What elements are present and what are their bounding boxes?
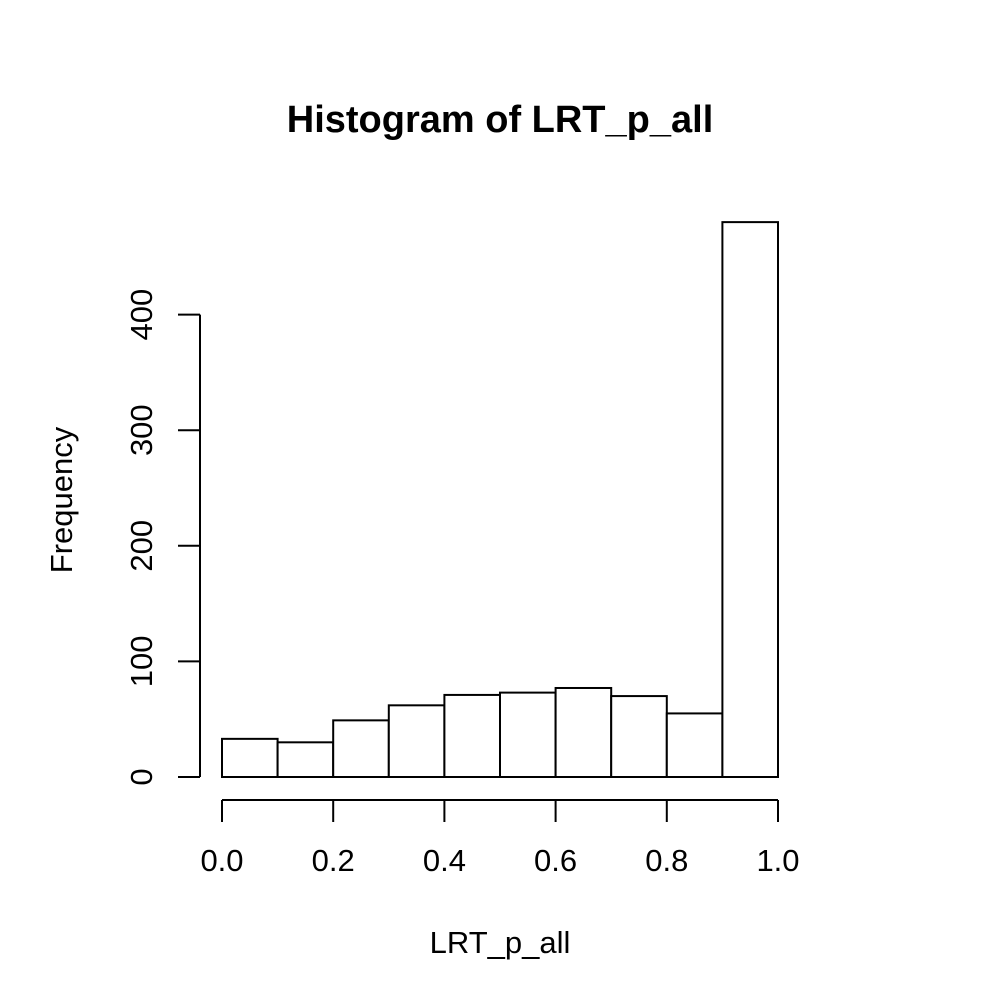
histogram-bar-5 [499, 691, 557, 778]
x-tick-label-3: 0.6 [534, 843, 577, 878]
histogram-bar-4 [443, 693, 501, 779]
y-tick-label-4: 400 [124, 289, 159, 341]
histogram-bar-8 [665, 712, 724, 778]
x-tick-label-4: 0.8 [645, 843, 688, 878]
y-tick-label-0: 0 [124, 768, 159, 785]
y-tick-label-3: 300 [124, 404, 159, 456]
y-tick-label-2: 200 [124, 520, 159, 572]
x-axis: 0.0 0.2 0.4 0.6 0.8 1.0 [200, 799, 800, 878]
y-axis-label: Frequency [44, 426, 79, 573]
x-tick-label-1: 0.2 [312, 843, 355, 878]
x-tick-label-0: 0.0 [200, 843, 243, 878]
histogram-bar-0 [221, 737, 279, 778]
x-tick-label-5: 1.0 [756, 843, 799, 878]
histogram-bar-2 [332, 719, 390, 779]
histogram-bar-3 [387, 704, 446, 778]
histogram-bar-9 [721, 221, 780, 778]
bars-group [221, 221, 780, 779]
y-axis: 0 100 200 300 400 [124, 289, 201, 786]
y-tick-label-1: 100 [124, 636, 159, 688]
x-tick-label-2: 0.4 [423, 843, 466, 878]
histogram-bar-7 [610, 695, 668, 779]
histogram-bar-1 [276, 741, 335, 779]
histogram-bar-6 [554, 686, 613, 778]
x-axis-label: LRT_p_all [430, 925, 571, 960]
chart-title: Histogram of LRT_p_all [287, 99, 714, 141]
